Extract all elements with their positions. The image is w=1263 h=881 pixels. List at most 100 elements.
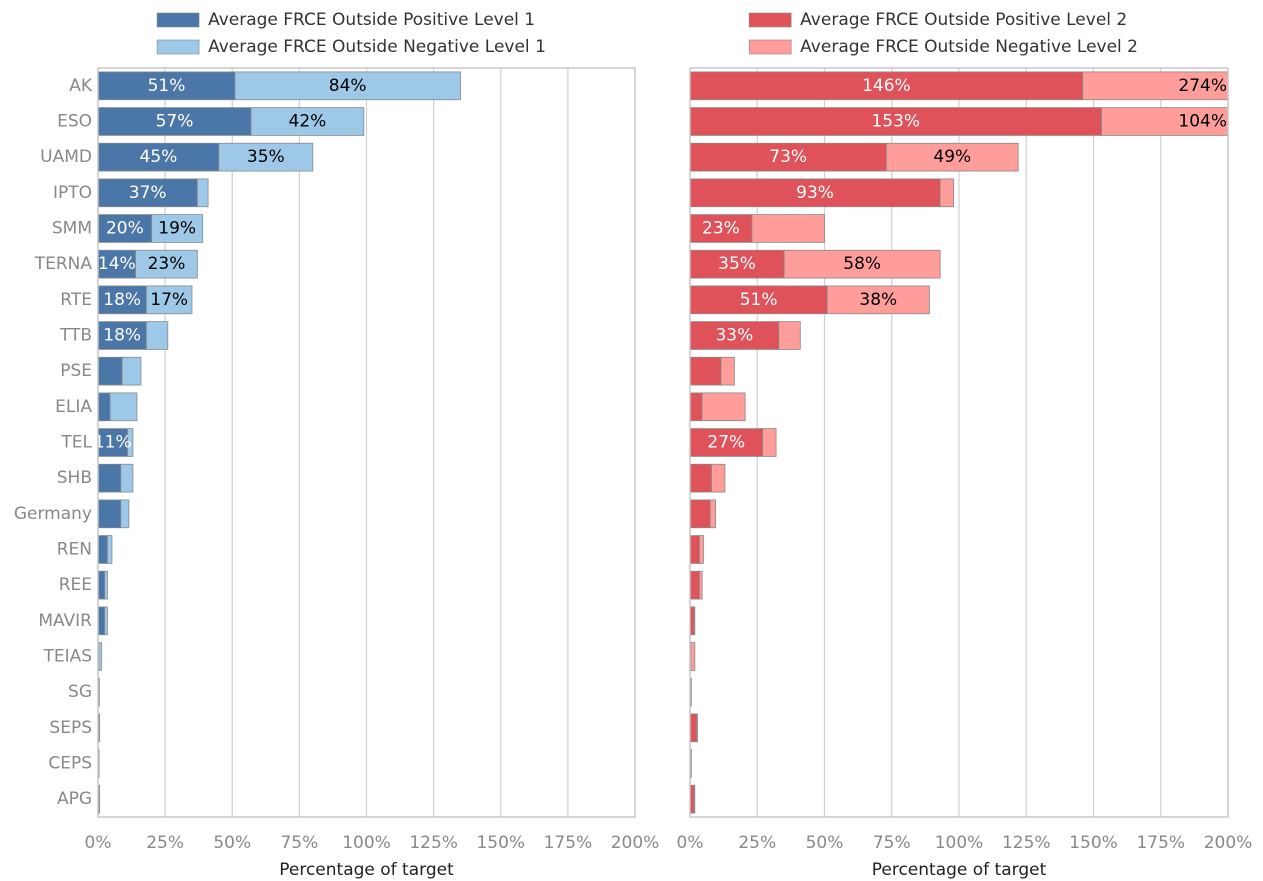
y-tick-label: SMM bbox=[52, 219, 92, 239]
data-label: 49% bbox=[933, 147, 971, 167]
x-tick-label: 175% bbox=[544, 833, 593, 853]
bars bbox=[98, 71, 461, 814]
bar-segment bbox=[109, 392, 138, 422]
data-label: 27% bbox=[707, 433, 745, 453]
bar-segment bbox=[98, 285, 147, 315]
bar-segment bbox=[762, 428, 777, 457]
data-label: 51% bbox=[148, 76, 186, 96]
y-tick-label: SG bbox=[68, 682, 92, 702]
bar-segment bbox=[939, 178, 955, 208]
y-tick-label: Germany bbox=[14, 504, 92, 524]
bar-segment bbox=[709, 499, 716, 529]
data-label: 17% bbox=[150, 290, 188, 310]
bar-segment bbox=[234, 71, 461, 101]
data-label: 58% bbox=[843, 254, 881, 274]
bar-segment bbox=[98, 321, 147, 350]
y-tick-label: APG bbox=[57, 789, 92, 809]
bar-segment bbox=[98, 178, 198, 208]
x-tick-label: 100% bbox=[342, 833, 391, 853]
bar-segment bbox=[98, 535, 108, 564]
legend-label: Average FRCE Outside Negative Level 1 bbox=[208, 37, 546, 57]
plot-frame bbox=[689, 67, 1229, 818]
labels: 51% 84% 57% 42% 45% 35% 37% 20% 19% 14% 23% 18% 17% 1… bbox=[94, 76, 367, 453]
x-tick-label: 100% bbox=[935, 833, 984, 853]
bar-segment bbox=[250, 107, 365, 136]
bar-segment bbox=[690, 499, 711, 529]
legend-label: Average FRCE Outside Positive Level 1 bbox=[208, 10, 535, 30]
bar-segment bbox=[690, 285, 828, 315]
bar-segment bbox=[98, 356, 123, 386]
bar-segment bbox=[751, 214, 825, 243]
bar-segment bbox=[690, 71, 1084, 101]
bar-segment bbox=[720, 356, 735, 386]
x-tick-label: 75% bbox=[873, 833, 911, 853]
bar-segment bbox=[98, 784, 101, 814]
bar-segment bbox=[196, 178, 209, 208]
bar-segment bbox=[98, 642, 102, 671]
y-tick-label: REE bbox=[59, 575, 92, 595]
bar-segment bbox=[120, 463, 134, 493]
x-tick-label: 150% bbox=[1069, 833, 1118, 853]
legend-swatch bbox=[748, 12, 792, 28]
bar-segment bbox=[121, 356, 142, 386]
bar-segment bbox=[135, 249, 198, 279]
y-tick-label: ELIA bbox=[55, 397, 92, 417]
data-label: 18% bbox=[103, 290, 141, 310]
y-tick-label: TTB bbox=[59, 326, 92, 346]
bar-segment bbox=[778, 321, 801, 350]
bars bbox=[690, 71, 1228, 814]
x-tick-label: 150% bbox=[476, 833, 525, 853]
x-tick-label: 25% bbox=[146, 833, 184, 853]
bar-segment bbox=[104, 570, 108, 600]
y-tick-label: TERNA bbox=[34, 254, 93, 274]
x-axis-label: Percentage of target bbox=[872, 860, 1047, 880]
bar-segment bbox=[145, 285, 193, 315]
bar-segment bbox=[783, 249, 941, 279]
x-tick-label: 50% bbox=[806, 833, 844, 853]
legend-swatch bbox=[156, 12, 200, 28]
y-tick-label: UAMD bbox=[40, 147, 92, 167]
bar-segment bbox=[98, 713, 101, 743]
bar-segment bbox=[1082, 71, 1228, 101]
x-tick-label: 0% bbox=[85, 833, 112, 853]
data-label: 45% bbox=[140, 147, 178, 167]
bar-segment bbox=[693, 606, 696, 636]
data-label: 93% bbox=[796, 183, 834, 203]
legend-label: Average FRCE Outside Negative Level 2 bbox=[800, 37, 1138, 57]
bar-segment bbox=[701, 392, 746, 422]
y-tick-label: AK bbox=[69, 76, 93, 96]
plot-frame bbox=[97, 67, 636, 818]
y-tick-label: REN bbox=[57, 540, 92, 560]
data-label: 23% bbox=[702, 219, 740, 239]
bar-segment bbox=[690, 535, 700, 564]
bar-segment bbox=[98, 606, 106, 636]
data-label: 23% bbox=[148, 254, 186, 274]
bar-segment bbox=[690, 356, 722, 386]
bar-segment bbox=[690, 570, 700, 600]
x-tick-label: 175% bbox=[1136, 833, 1185, 853]
x-tick-label: 50% bbox=[213, 833, 251, 853]
labels: 146% 274% 153% 104% 73% 49% 93% 23% 35% 58% 51% 38%… bbox=[702, 76, 1227, 453]
bar-segment bbox=[826, 285, 930, 315]
bar-segment bbox=[98, 677, 100, 707]
y-tick-label: TEIAS bbox=[42, 647, 92, 667]
x-tick-label: 125% bbox=[1002, 833, 1051, 853]
data-label: 35% bbox=[247, 147, 285, 167]
bar-segment bbox=[1101, 107, 1228, 136]
data-label: 104% bbox=[1178, 112, 1227, 132]
data-label: 18% bbox=[103, 326, 141, 346]
data-label: 146% bbox=[862, 76, 911, 96]
bar-segment bbox=[690, 463, 712, 493]
x-tick-label: 75% bbox=[280, 833, 318, 853]
bar-segment bbox=[120, 499, 130, 529]
data-label: 84% bbox=[329, 76, 367, 96]
data-label: 20% bbox=[106, 219, 144, 239]
bar-segment bbox=[98, 499, 122, 529]
bar-segment bbox=[151, 214, 204, 243]
data-label: 19% bbox=[158, 219, 196, 239]
bar-segment bbox=[690, 392, 703, 422]
bar-segment bbox=[218, 142, 314, 172]
bar-segment bbox=[690, 142, 887, 172]
bar-segment bbox=[98, 71, 236, 101]
